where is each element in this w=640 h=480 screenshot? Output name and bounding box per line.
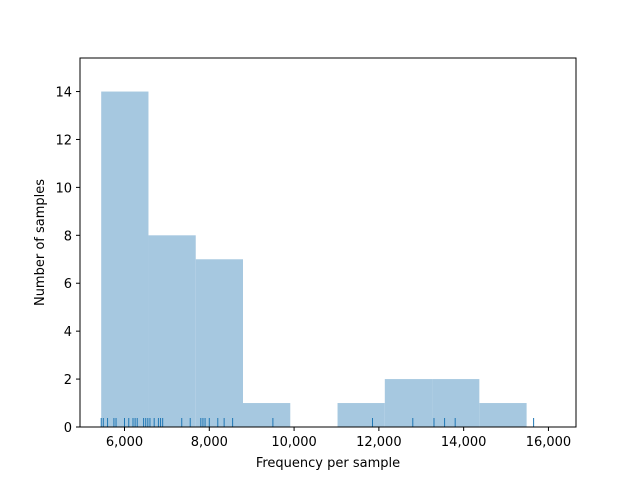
x-axis-label: Frequency per sample — [256, 456, 400, 471]
x-tick-label: 10,000 — [271, 435, 317, 450]
y-axis-label: Number of samples — [33, 179, 48, 306]
histogram-bar — [243, 403, 291, 427]
y-tick-label: 0 — [64, 421, 72, 436]
rug-marks — [100, 418, 535, 427]
y-tick-label: 4 — [64, 325, 72, 340]
histogram-bar — [101, 91, 149, 427]
y-tick-label: 12 — [55, 133, 72, 148]
x-tick-label: 8,000 — [191, 435, 228, 450]
histogram-bar — [148, 235, 196, 427]
y-axis-ticks: 0 2 4 6 8 10 12 14 — [55, 86, 80, 436]
histogram-bar — [195, 259, 244, 427]
y-tick-label: 14 — [55, 86, 72, 101]
histogram-bar — [432, 379, 480, 427]
x-axis-ticks: 6,000 8,000 10,000 12,000 14,000 16,000 — [106, 427, 571, 450]
y-tick-label: 6 — [64, 277, 72, 292]
x-tick-label: 14,000 — [441, 435, 487, 450]
y-tick-label: 8 — [64, 229, 72, 244]
y-tick-label: 2 — [64, 373, 72, 388]
x-tick-label: 6,000 — [106, 435, 143, 450]
plot-area-frame — [79, 57, 577, 428]
x-tick-label: 12,000 — [356, 435, 402, 450]
y-tick-label: 10 — [55, 181, 72, 196]
histogram-bars — [101, 91, 527, 427]
histogram-bar — [337, 403, 385, 427]
histogram-bar — [479, 403, 527, 427]
histogram-bar — [384, 379, 433, 427]
x-tick-label: 16,000 — [526, 435, 572, 450]
